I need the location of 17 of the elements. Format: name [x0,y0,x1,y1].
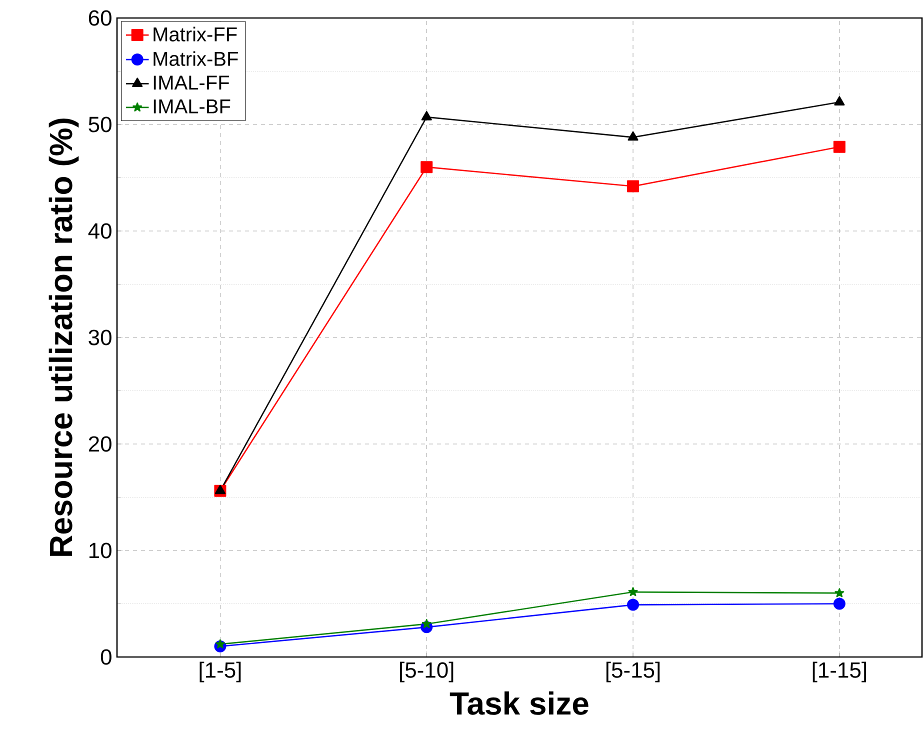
y-tick-label: 20 [88,436,112,452]
legend-label: Matrix-FF [154,26,237,42]
y-tick-label: 40 [88,223,112,239]
y-tick-label: 10 [89,542,112,558]
y-axis-title: Resource utilization ratio (%) [48,118,79,556]
x-axis-title: Task size [450,691,588,715]
y-tick-label: 30 [88,330,112,346]
y-tick-label: 60 [88,10,112,26]
legend-label: IMAL-FF [154,76,230,90]
y-tick-label: 0 [100,649,112,665]
y-tick-label: 50 [88,116,112,132]
legend-label: IMAL-BF [154,100,230,114]
x-tick-label: [5-10] [400,662,454,682]
x-tick-label: [1-5] [200,662,241,682]
x-tick-label: [5-15] [606,662,660,682]
legend-label: Matrix-BF [154,51,238,66]
x-tick-label: [1-15] [812,662,866,682]
